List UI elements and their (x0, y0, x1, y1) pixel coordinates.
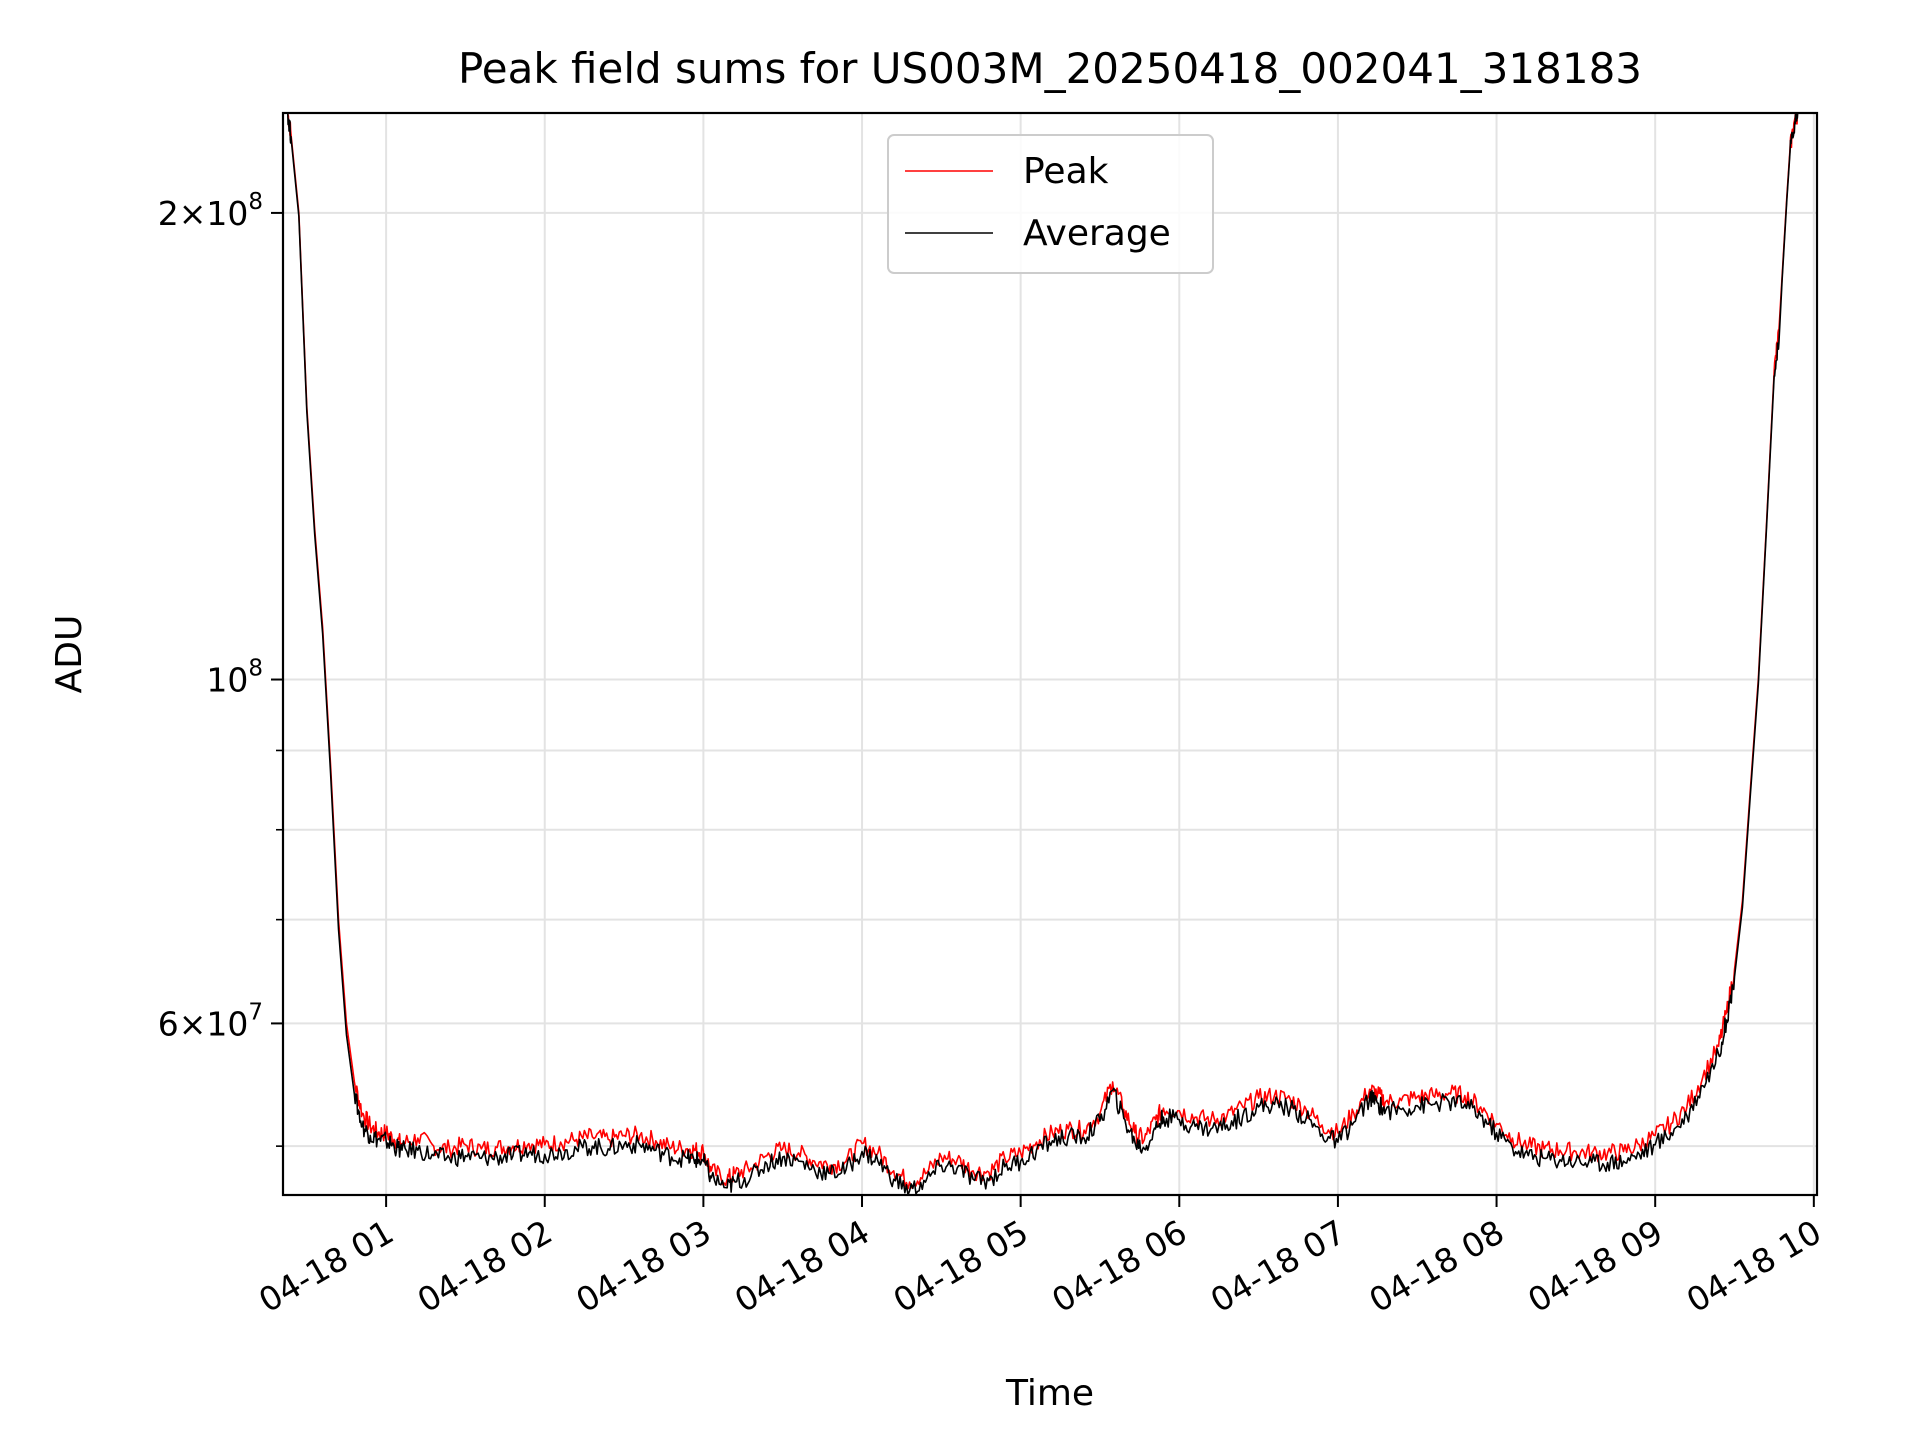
x-axis-label: Time (1005, 1373, 1094, 1414)
legend-label-peak: Peak (1023, 151, 1109, 192)
chart-title: Peak field sums for US003M_20250418_0020… (458, 44, 1642, 93)
grid (283, 113, 1817, 1195)
y-tick-label: 6×107 (158, 999, 263, 1043)
y-tick-label: 2×108 (158, 189, 263, 233)
series-layer (286, 112, 1799, 1196)
y-axis-label: ADU (49, 615, 90, 694)
y-tick-label: 108 (206, 656, 263, 700)
legend-label-average: Average (1023, 213, 1171, 254)
legend-box (887, 134, 1214, 274)
series-line-average (286, 112, 1799, 1196)
plot-frame (281, 111, 1819, 1197)
series-line-peak (286, 112, 1799, 1190)
y-axis-ticks: 6×107 108 2×108 (158, 189, 283, 1147)
legend: Peak Average (887, 134, 1214, 274)
